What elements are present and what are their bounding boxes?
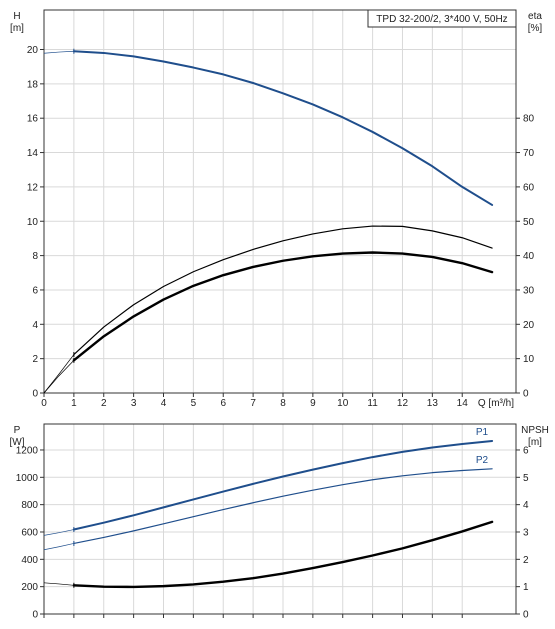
- right-axis-tick-label: 0: [523, 389, 529, 400]
- x-axis-tick-label: 13: [427, 398, 439, 409]
- left-axis-title: P: [14, 425, 21, 436]
- left-axis-tick-label: 6: [32, 285, 38, 296]
- left-axis-title: H: [13, 11, 20, 22]
- right-axis-tick-label: 80: [523, 114, 535, 125]
- series-line: [72, 251, 494, 362]
- x-axis-tick-label: 7: [250, 398, 256, 409]
- plot-frame: [43, 423, 517, 615]
- right-axis-unit: [m]: [528, 437, 542, 448]
- right-axis-tick-label: 3: [523, 527, 529, 538]
- left-axis-tick-label: 8: [32, 251, 38, 262]
- chart-title-box: TPD 32-200/2, 3*400 V, 50Hz: [367, 9, 517, 28]
- x-axis-tick-label: 0: [41, 398, 47, 409]
- x-axis-tick-label: 6: [220, 398, 226, 409]
- series-extension-line: [43, 354, 75, 394]
- right-axis-tick-label: 50: [523, 217, 535, 228]
- series-extension-line: [43, 582, 74, 586]
- x-axis-title: Q [m³/h]: [478, 398, 514, 409]
- x-axis-tick-label: 10: [337, 398, 349, 409]
- left-axis-tick-label: 600: [21, 527, 38, 538]
- left-axis-tick-label: 18: [27, 79, 39, 90]
- left-axis-tick-label: 400: [21, 555, 38, 566]
- left-axis-tick-label: 0: [32, 610, 38, 621]
- left-axis-tick-label: 14: [27, 148, 39, 159]
- right-axis-tick-label: 70: [523, 148, 535, 159]
- left-axis-tick-label: 12: [27, 182, 39, 193]
- right-axis-tick-label: 4: [523, 500, 529, 511]
- series-line: [73, 468, 493, 545]
- series-line: [72, 520, 494, 589]
- left-axis-tick-label: 20: [27, 45, 39, 56]
- x-axis-tick-label: 8: [280, 398, 286, 409]
- right-axis-tick-label: 10: [523, 354, 535, 365]
- right-axis-tick-label: 1: [523, 582, 529, 593]
- right-axis-tick-label: 2: [523, 555, 529, 566]
- x-axis-tick-label: 4: [161, 398, 167, 409]
- x-axis-tick-label: 14: [457, 398, 469, 409]
- right-axis-tick-label: 5: [523, 473, 529, 484]
- left-axis-unit: [W]: [10, 437, 25, 448]
- x-axis-tick-label: 9: [310, 398, 316, 409]
- right-axis-title: eta: [528, 11, 542, 22]
- left-axis-tick-label: 10: [27, 217, 39, 228]
- x-axis-tick-label: 12: [397, 398, 409, 409]
- left-axis-tick-label: 2: [32, 354, 38, 365]
- right-axis-tick-label: 6: [523, 445, 529, 456]
- plot-frame: [43, 9, 517, 394]
- right-axis-tick-label: 0: [523, 610, 529, 621]
- series-label: P2: [476, 455, 489, 466]
- x-axis-tick-label: 2: [101, 398, 107, 409]
- left-axis-tick-label: 800: [21, 500, 38, 511]
- chart-title: TPD 32-200/2, 3*400 V, 50Hz: [376, 14, 507, 25]
- series-extension-line: [43, 543, 74, 551]
- series-label: P1: [476, 427, 489, 438]
- series-extension-line: [43, 50, 74, 54]
- left-axis-tick-label: 0: [32, 389, 38, 400]
- series-extension-line: [43, 529, 74, 536]
- left-axis-tick-label: 4: [32, 320, 38, 331]
- left-axis-tick-label: 1000: [16, 473, 39, 484]
- right-axis-tick-label: 60: [523, 182, 535, 193]
- right-axis-tick-label: 30: [523, 285, 535, 296]
- x-axis-tick-label: 5: [191, 398, 197, 409]
- left-axis-tick-label: 16: [27, 114, 39, 125]
- left-axis-tick-label: 200: [21, 582, 38, 593]
- right-axis-unit: [%]: [528, 23, 543, 34]
- series-line: [72, 439, 494, 531]
- series-line: [73, 225, 493, 356]
- x-axis-tick-label: 3: [131, 398, 137, 409]
- chart-title-frame: [367, 9, 517, 28]
- x-axis-tick-label: 11: [367, 398, 378, 409]
- series-extension-line: [43, 360, 75, 394]
- left-axis-tick-label: 1200: [16, 445, 39, 456]
- right-axis-tick-label: 40: [523, 251, 535, 262]
- right-axis-title: NPSH: [521, 425, 549, 436]
- left-axis-unit: [m]: [10, 23, 24, 34]
- x-axis-tick-label: 1: [71, 398, 77, 409]
- right-axis-tick-label: 20: [523, 320, 535, 331]
- series-line: [72, 50, 494, 206]
